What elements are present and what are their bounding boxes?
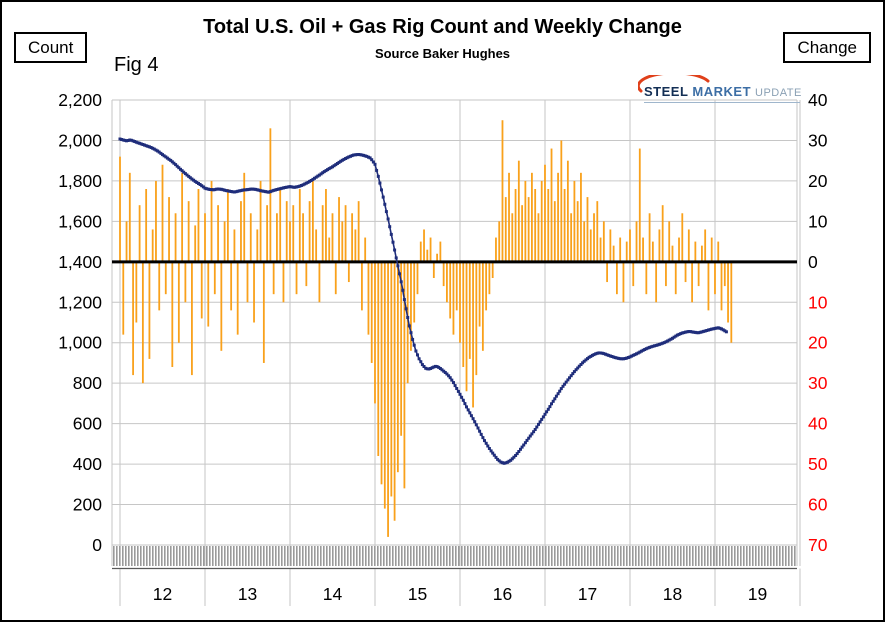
svg-text:10: 10 [808,292,828,312]
svg-text:0: 0 [808,252,818,272]
grid-layer [111,99,801,606]
svg-text:30: 30 [808,130,828,150]
svg-text:18: 18 [663,584,682,604]
svg-text:70: 70 [808,535,828,555]
left-axis-title-box: Count [14,32,88,63]
svg-text:400: 400 [73,454,102,474]
svg-text:1,000: 1,000 [58,333,102,353]
svg-text:1,200: 1,200 [58,292,102,312]
svg-text:600: 600 [73,414,102,434]
svg-text:40: 40 [808,90,828,110]
svg-text:2,000: 2,000 [58,130,102,150]
svg-text:20: 20 [808,333,828,353]
smu-logo-word-update: UPDATE [755,87,802,99]
chart-title: Total U.S. Oil + Gas Rig Count and Weekl… [203,16,682,38]
svg-text:13: 13 [238,584,257,604]
svg-text:20: 20 [808,171,828,191]
svg-text:12: 12 [153,584,172,604]
week-tick-band [112,546,797,566]
rig-count-line [118,137,728,465]
svg-text:14: 14 [323,584,343,604]
chart-subtitle: Source Baker Hughes [374,46,511,61]
svg-text:2,200: 2,200 [58,90,102,110]
weekly-change-bars [119,120,733,537]
svg-text:0: 0 [92,535,102,555]
smu-logo-word-steel: STEEL [644,84,689,99]
svg-text:15: 15 [408,584,427,604]
svg-text:30: 30 [808,373,828,393]
svg-text:1,800: 1,800 [58,171,102,191]
svg-text:60: 60 [808,495,828,515]
smu-logo: STEEL MARKET UPDATE [638,75,802,103]
svg-text:19: 19 [748,584,767,604]
svg-text:1,600: 1,600 [58,211,102,231]
svg-text:1,400: 1,400 [58,252,102,272]
axis-labels: 2,200 2,000 1,800 1,600 1,400 1,200 1,000 800 60… [58,90,828,604]
svg-text:50: 50 [808,454,828,474]
svg-text:10: 10 [808,211,828,231]
right-axis-title-box: Change [783,32,871,63]
svg-text:17: 17 [578,584,597,604]
svg-text:40: 40 [808,414,828,434]
figure-number-label: Fig 4 [114,54,159,76]
svg-text:200: 200 [73,495,102,515]
smu-logo-word-market: MARKET [692,84,752,99]
svg-text:800: 800 [73,373,102,393]
svg-text:16: 16 [493,584,512,604]
